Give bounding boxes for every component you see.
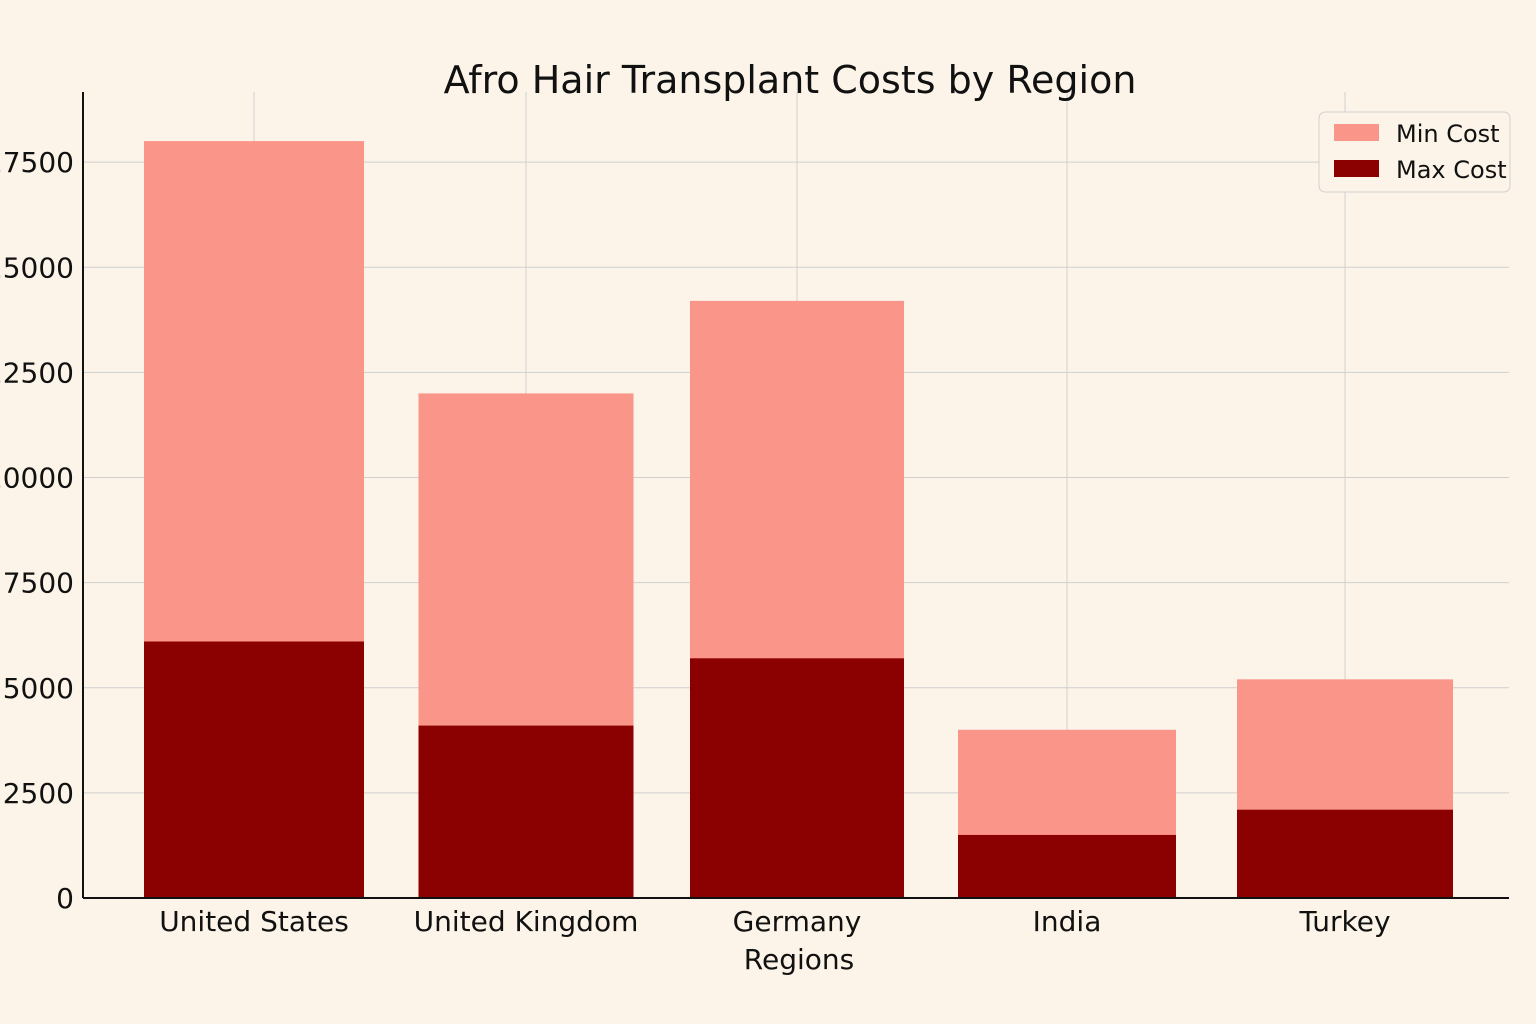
legend: Min Cost Max Cost	[1318, 111, 1511, 193]
x-tick-label: United States	[159, 905, 349, 938]
chart-title: Afro Hair Transplant Costs by Region	[444, 58, 1137, 102]
bar-max-cost-turkey	[1237, 809, 1453, 898]
y-tick-label: 0	[56, 882, 74, 915]
y-tick-label: 15000	[0, 251, 74, 284]
bar-max-cost-india	[958, 834, 1176, 898]
y-tick-label: 7500	[3, 567, 74, 600]
bars	[144, 141, 1453, 899]
bar-max-cost-united-kingdom	[418, 725, 634, 898]
x-tick-label: Germany	[733, 905, 862, 938]
legend-label: Max Cost	[1396, 156, 1507, 184]
y-tick-label: 12500	[0, 356, 74, 389]
x-axis-label: Regions	[744, 943, 854, 976]
y-tick-label: 2500	[3, 777, 74, 810]
bar-max-cost-germany	[690, 658, 904, 898]
x-tick-label: United Kingdom	[414, 905, 639, 938]
y-tick-labels: 0 2500 5000 7500 10000 12500 15000 17500	[0, 146, 74, 915]
x-tick-label: Turkey	[1298, 905, 1390, 938]
legend-label: Min Cost	[1396, 120, 1500, 148]
bar-max-cost-united-states	[144, 641, 364, 898]
y-tick-label: 10000	[0, 462, 74, 495]
y-tick-label: 5000	[3, 672, 74, 705]
axes	[82, 92, 1509, 899]
x-tick-label: India	[1033, 905, 1102, 938]
legend-swatch	[1334, 124, 1379, 141]
legend-swatch	[1334, 160, 1379, 177]
x-tick-labels: United States United Kingdom Germany India T…	[159, 905, 1390, 938]
y-tick-label: 17500	[0, 146, 74, 179]
